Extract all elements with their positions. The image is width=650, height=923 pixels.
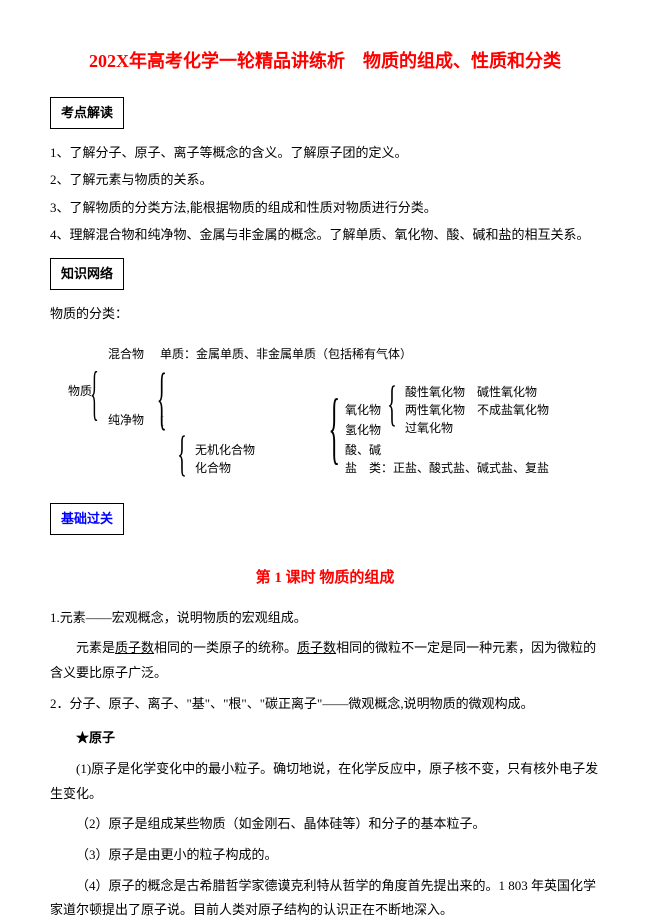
tree-yanlei: 盐 类：正盐、酸式盐、碱式盐、复盐 xyxy=(345,461,549,477)
tree-danzhi: 单质：金属单质、非金属单质（包括稀有气体） xyxy=(160,347,412,363)
page-title: 202X年高考化学一轮精品讲练析 物质的组成、性质和分类 xyxy=(50,45,600,77)
list-item: 1、了解分子、原子、离子等概念的含义。了解原子团的定义。 xyxy=(50,141,600,164)
kaodian-list: 1、了解分子、原子、离子等概念的含义。了解原子团的定义。 2、了解元素与物质的关… xyxy=(50,141,600,247)
lesson-title: 第 1 课时 物质的组成 xyxy=(50,565,600,592)
fenlei-title: 物质的分类： xyxy=(50,302,600,325)
tree-root: 物质 xyxy=(68,383,81,400)
classification-tree: 物质 { 混合物 纯净物 { 单质：金属单质、非金属单质（包括稀有气体） [ {… xyxy=(50,333,600,473)
tree-bracket: [ xyxy=(160,413,164,429)
tree-suanxing: 酸性氧化物 碱性氧化物 xyxy=(405,385,537,401)
paragraph: （2）原子是组成某些物质（如金刚石、晶体硅等）和分子的基本粒子。 xyxy=(50,812,600,837)
list-item: 2、了解元素与物质的关系。 xyxy=(50,168,600,191)
tree-pure: 纯净物 xyxy=(108,413,144,429)
paragraph: （4）原子的概念是古希腊哲学家德谟克利特从哲学的角度首先提出来的。1 803 年… xyxy=(50,874,600,923)
tree-qinghua: 氢化物 xyxy=(345,423,381,439)
paragraph: 1.元素——宏观概念，说明物质的宏观组成。 xyxy=(50,606,600,631)
list-item: 4、理解混合物和纯净物、金属与非金属的概念。了解单质、氧化物、酸、碱和盐的相互关… xyxy=(50,223,600,246)
tree-mix: 混合物 xyxy=(108,347,144,363)
tree-liangxing: 两性氧化物 不成盐氧化物 xyxy=(405,403,549,419)
star-heading: ★原子 xyxy=(50,726,600,751)
list-item: 3、了解物质的分类方法,能根据物质的组成和性质对物质进行分类。 xyxy=(50,196,600,219)
paragraph: （3）原子是由更小的粒子构成的。 xyxy=(50,843,600,868)
tree-guoyang: 过氧化物 xyxy=(405,421,453,437)
tree-org: 无机化合物 xyxy=(195,443,255,459)
tree-suanjian: 酸、碱 xyxy=(345,443,381,459)
paragraph: 2．分子、原子、离子、"基"、"根"、"碳正离子"——微观概念,说明物质的微观构… xyxy=(50,692,600,717)
paragraph: 元素是质子数相同的一类原子的统称。质子数相同的微粒不一定是同一种元素，因为微粒的… xyxy=(50,636,600,685)
section-zhishi: 知识网络 xyxy=(50,258,124,289)
tree-inorg: 化合物 xyxy=(195,461,231,477)
content-body: 1.元素——宏观概念，说明物质的宏观组成。 元素是质子数相同的一类原子的统称。质… xyxy=(50,606,600,923)
section-jichu: 基础过关 xyxy=(50,503,124,534)
paragraph: (1)原子是化学变化中的最小粒子。确切地说，在化学反应中，原子核不变，只有核外电… xyxy=(50,757,600,806)
tree-yanghua: 氧化物 xyxy=(345,403,381,419)
section-kaodian: 考点解读 xyxy=(50,97,124,128)
